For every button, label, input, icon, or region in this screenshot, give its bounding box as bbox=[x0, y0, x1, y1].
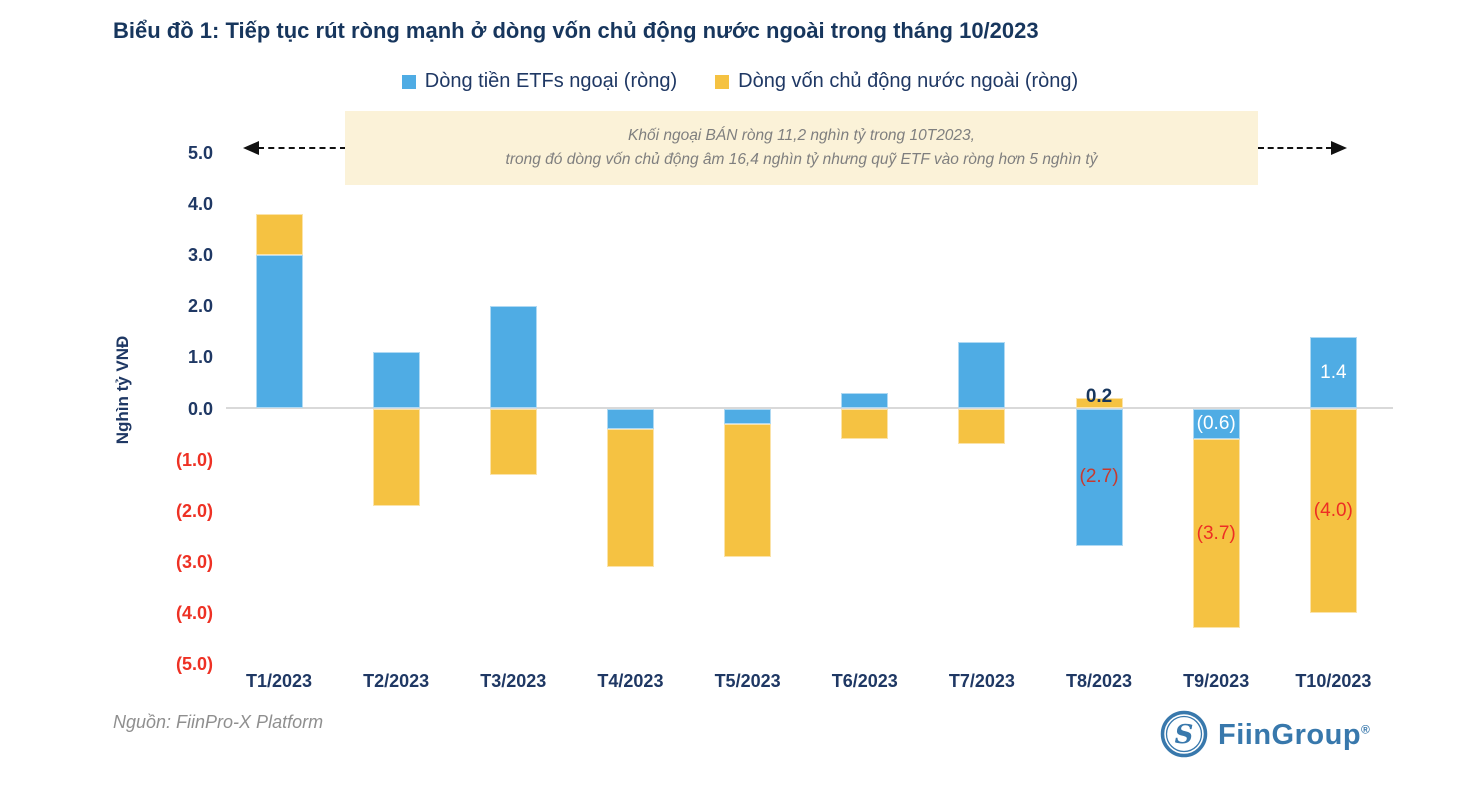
chart-title: Biểu đồ 1: Tiếp tục rút ròng mạnh ở dòng… bbox=[113, 18, 1039, 43]
fiingroup-logo: S FiinGroup® bbox=[1160, 710, 1370, 760]
annotation-line1: Khối ngoại BÁN ròng 11,2 nghìn tỷ trong … bbox=[628, 126, 975, 144]
x-label-T6-2023: T6/2023 bbox=[831, 671, 898, 691]
bar-T8-2023-series0 bbox=[1075, 408, 1123, 547]
right-arrow-icon bbox=[1331, 141, 1347, 155]
y-tick-(5.0): (5.0) bbox=[175, 654, 213, 674]
y-tick-2.0: 2.0 bbox=[187, 296, 213, 317]
bar-T7-2023-series0 bbox=[958, 342, 1006, 409]
bar-T10-2023-series1 bbox=[1309, 408, 1357, 613]
y-tick-(1.0): (1.0) bbox=[175, 449, 213, 470]
legend-label-etf: Dòng tiền ETFs ngoại (ròng) bbox=[424, 70, 678, 92]
data-label-T9-2023-s0: (0.6) bbox=[1196, 412, 1236, 434]
chart-legend: Dòng tiền ETFs ngoại (ròng) Dòng vốn chủ… bbox=[0, 70, 1480, 93]
bar-T7-2023-series1 bbox=[958, 408, 1006, 445]
bar-T9-2023-series0 bbox=[1192, 408, 1240, 440]
data-label-T9-2023-s1: (3.7) bbox=[1196, 522, 1236, 544]
legend-entry-etf: Dòng tiền ETFs ngoại (ròng) bbox=[401, 70, 678, 93]
legend-entry-active: Dòng vốn chủ động nước ngoài (ròng) bbox=[715, 70, 1078, 93]
x-label-T1-2023: T1/2023 bbox=[245, 671, 313, 691]
x-label-T3-2023: T3/2023 bbox=[480, 671, 547, 691]
y-tick-(3.0): (3.0) bbox=[175, 551, 213, 572]
bar-T6-2023-series1 bbox=[841, 408, 889, 440]
data-label-T8-2023-s1: 0.2 bbox=[1085, 386, 1113, 408]
y-tick-5.0: 5.0 bbox=[187, 143, 213, 163]
y-tick-4.0: 4.0 bbox=[187, 194, 213, 215]
registered-mark: ® bbox=[1361, 722, 1371, 737]
x-label-T2-2023: T2/2023 bbox=[363, 671, 430, 691]
data-label-T10-2023-s0: 1.4 bbox=[1320, 361, 1347, 383]
legend-swatch-blue-icon bbox=[401, 74, 416, 89]
annotation-line2: trong đó dòng vốn chủ động âm 16,4 nghìn… bbox=[505, 151, 1098, 168]
bar-T2-2023-series0 bbox=[372, 352, 420, 409]
annotation-box: Khối ngoại BÁN ròng 11,2 nghìn tỷ trong … bbox=[345, 111, 1258, 185]
x-label-T9-2023: T9/2023 bbox=[1183, 671, 1250, 691]
x-label-T8-2023: T8/2023 bbox=[1066, 671, 1133, 691]
bar-T2-2023-series1 bbox=[372, 408, 420, 506]
left-dashed-line bbox=[258, 147, 346, 149]
y-tick-(4.0): (4.0) bbox=[175, 602, 213, 623]
bar-T8-2023-series1 bbox=[1075, 398, 1123, 409]
bar-T1-2023-series0 bbox=[255, 255, 303, 409]
left-arrow-icon bbox=[243, 141, 259, 155]
fiingroup-logo-text: FiinGroup® bbox=[1218, 719, 1371, 751]
y-tick-3.0: 3.0 bbox=[187, 245, 213, 266]
right-dashed-line bbox=[1258, 147, 1332, 149]
bar-T1-2023-series1 bbox=[255, 214, 303, 256]
bar-T9-2023-series1 bbox=[1192, 439, 1240, 629]
legend-label-active: Dòng vốn chủ động nước ngoài (ròng) bbox=[738, 70, 1079, 92]
bar-T4-2023-series1 bbox=[606, 428, 654, 567]
bar-T5-2023-series0 bbox=[724, 408, 772, 424]
bar-T3-2023-series0 bbox=[489, 306, 537, 409]
data-label-T10-2023-s1: (4.0) bbox=[1313, 499, 1353, 521]
bar-T6-2023-series0 bbox=[841, 393, 889, 409]
bar-T10-2023-series0 bbox=[1309, 336, 1357, 409]
bar-T4-2023-series0 bbox=[606, 408, 654, 429]
zero-gridline bbox=[226, 407, 1393, 409]
svg-text:S: S bbox=[1175, 720, 1194, 750]
source-note: Nguồn: FiinPro-X Platform bbox=[113, 712, 324, 732]
fiingroup-logo-mark-icon: S bbox=[1160, 710, 1208, 758]
x-label-T5-2023: T5/2023 bbox=[714, 671, 781, 691]
x-label-T10-2023: T10/2023 bbox=[1295, 671, 1372, 691]
y-tick-(2.0): (2.0) bbox=[175, 500, 213, 521]
bar-T5-2023-series1 bbox=[724, 423, 772, 557]
bar-T3-2023-series1 bbox=[489, 408, 537, 475]
y-tick-1.0: 1.0 bbox=[187, 347, 213, 368]
legend-swatch-yellow-icon bbox=[715, 74, 730, 89]
x-label-T7-2023: T7/2023 bbox=[948, 671, 1015, 691]
x-label-T4-2023: T4/2023 bbox=[597, 671, 664, 691]
data-label-T8-2023-s0: (2.7) bbox=[1079, 466, 1119, 488]
y-tick-0.0: 0.0 bbox=[187, 398, 213, 419]
